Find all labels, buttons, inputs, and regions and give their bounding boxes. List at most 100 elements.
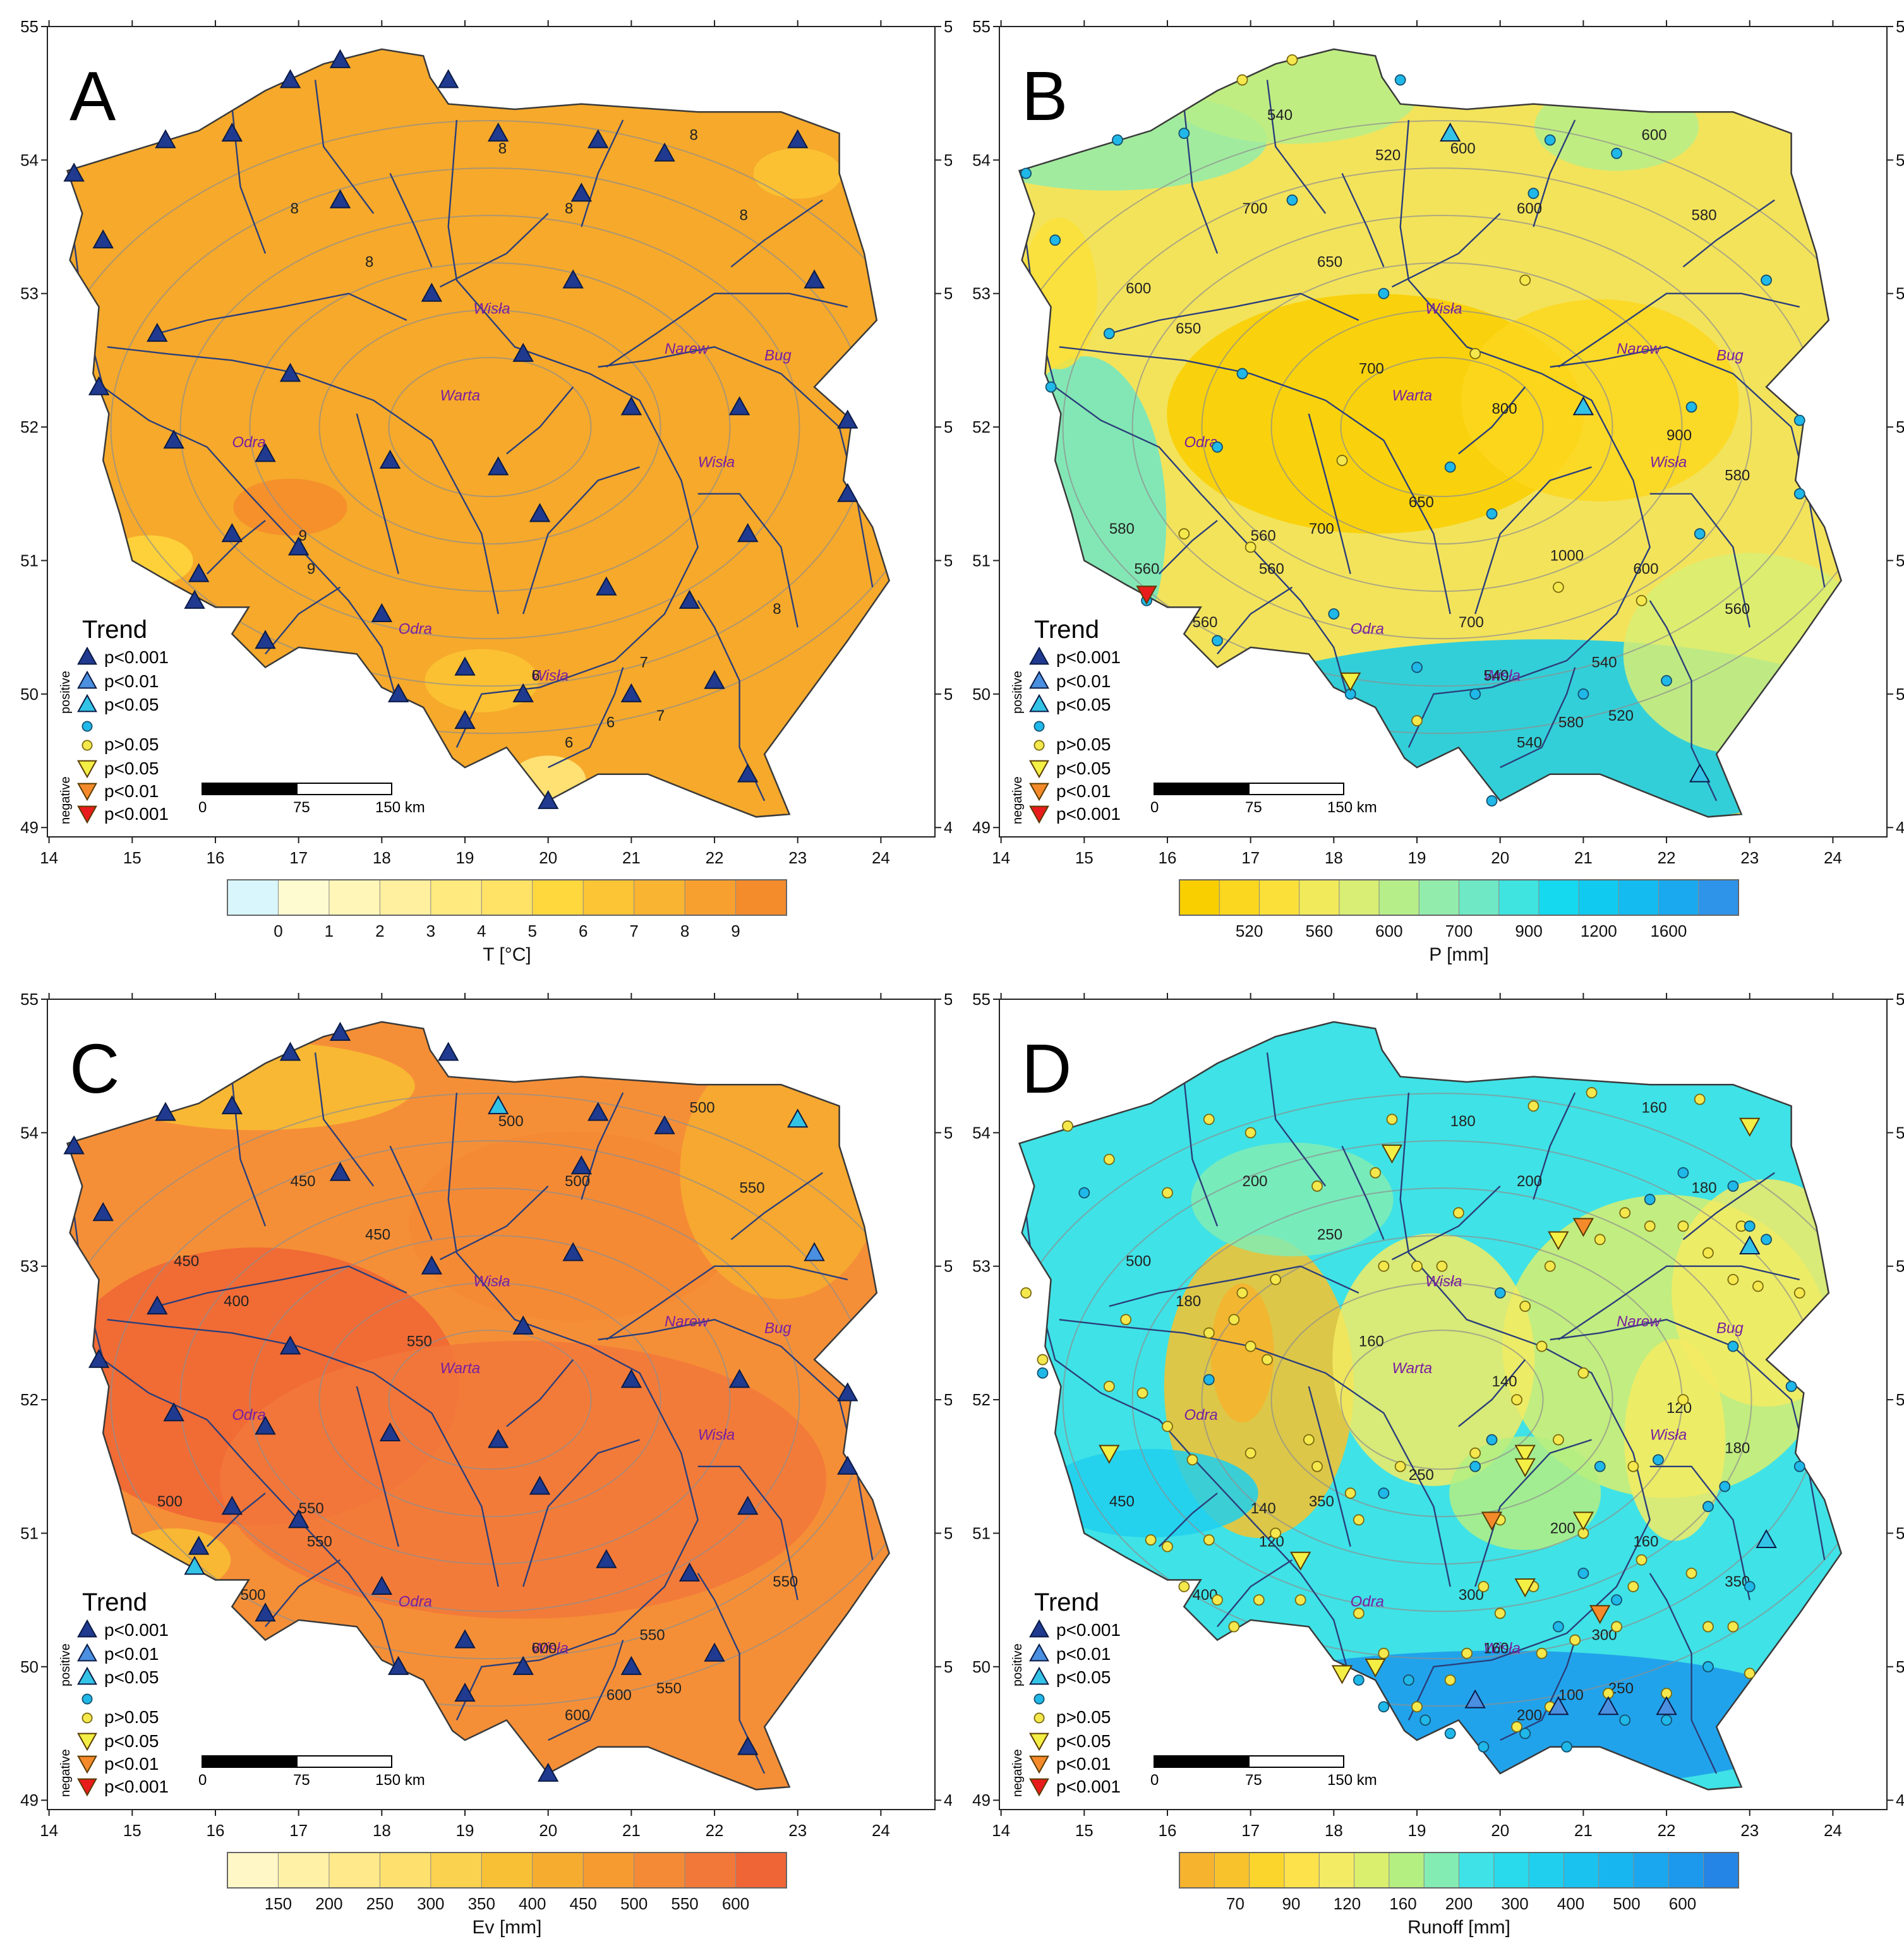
lat-tick-label: 55: [972, 990, 991, 1009]
contour-label: 580: [1725, 467, 1750, 484]
legend-item-label: p<0.001: [104, 647, 169, 667]
colorbar-swatch: [1179, 1852, 1215, 1889]
trend-up-marker: [587, 129, 609, 148]
trend-up-marker: [287, 536, 310, 556]
lat-tick-label: 51: [1896, 1523, 1904, 1542]
station-nonsignificant-positive-marker: [1212, 635, 1223, 647]
river-line: [439, 213, 549, 288]
station-nonsignificant-negative-marker: [1569, 1634, 1581, 1646]
river-label: Bug: [1716, 1319, 1744, 1336]
legend-item-label: p<0.001: [1056, 804, 1121, 824]
station-nonsignificant-negative-marker: [1536, 1340, 1548, 1352]
lat-tick-label: 52: [944, 1390, 952, 1409]
colorbar-swatch: [277, 1852, 330, 1889]
lon-tick-label: 23: [788, 1821, 807, 1840]
station-nonsignificant-negative-marker: [1611, 1621, 1622, 1633]
trend-down-marker: [1029, 1778, 1049, 1797]
lon-tick-label: 17: [1241, 1821, 1260, 1840]
river-line: [1458, 386, 1526, 455]
trend-legend: Trend p<0.001 p<0.01 p<0.05 p>0.05 p<0.05 p<0.…: [59, 1589, 169, 1797]
trend-down-marker: [1481, 1511, 1503, 1531]
trend-up-marker: [421, 282, 443, 302]
river-label: Warta: [1392, 1360, 1433, 1377]
river-line: [1341, 1145, 1385, 1240]
trend-up-marker: [255, 443, 276, 462]
scale-bar-label: 0: [198, 1772, 207, 1789]
trend-up-marker: [255, 1415, 276, 1435]
station-nonsignificant-negative-marker: [1527, 1100, 1539, 1112]
colorbar-label: 160: [1389, 1894, 1416, 1913]
trend-up-marker: [1029, 1666, 1049, 1685]
station-nonsignificant-positive-marker: [1619, 1714, 1631, 1726]
station-nonsignificant-negative-marker: [1511, 1721, 1522, 1733]
trend-up-marker: [1598, 1696, 1619, 1715]
contour-label: 550: [299, 1500, 324, 1517]
trend-up-marker: [387, 683, 409, 702]
station-nonsignificant-positive-marker: [1112, 134, 1123, 146]
trend-up-marker: [279, 1335, 301, 1355]
field-region: [680, 1046, 883, 1299]
lat-tick-label: 52: [20, 417, 39, 436]
station-nonsignificant-negative-marker: [1236, 1287, 1248, 1299]
scale-bar: 0 75 150 km: [198, 783, 425, 816]
trend-up-marker: [512, 683, 534, 702]
contour-label: 180: [1176, 1293, 1201, 1310]
lon-tick-label: 17: [289, 1821, 308, 1840]
trend-legend: Trend p<0.001 p<0.01 p<0.05 p>0.05 p<0.05 p<0.…: [1011, 1589, 1121, 1797]
lat-tick-label: 50: [972, 1657, 991, 1676]
station-nonsignificant-negative-marker: [1253, 1594, 1265, 1606]
station-nonsignificant-negative-marker: [1203, 1114, 1215, 1126]
contour-label: 140: [1492, 1373, 1517, 1390]
river-line: [1391, 1186, 1501, 1261]
colorbar-swatch: [1668, 1852, 1704, 1889]
contour-label: 180: [1450, 1113, 1476, 1130]
contour-label: 600: [1450, 140, 1476, 157]
trend-down-marker: [1514, 1578, 1536, 1598]
station-nonsignificant-positive-marker: [81, 1693, 93, 1705]
station-nonsignificant-negative-marker: [1294, 1594, 1306, 1606]
lat-tick-label: 53: [20, 1257, 39, 1276]
lat-tick-label: 51: [1896, 551, 1904, 570]
field-region: [753, 148, 842, 199]
lon-tick-label: 14: [992, 848, 1010, 867]
station-nonsignificant-negative-marker: [1627, 1581, 1639, 1592]
lat-tick-label: 51: [972, 1523, 991, 1542]
colorbar-swatch: [227, 879, 279, 916]
contour-label: 500: [690, 1100, 715, 1117]
river-line: [1059, 1319, 1451, 1587]
lon-tick-label: 19: [1408, 848, 1426, 867]
trend-up-marker: [587, 1102, 609, 1121]
trend-up-marker: [837, 1455, 859, 1475]
contour-label: 560: [1259, 561, 1284, 578]
station-nonsignificant-positive-marker: [1702, 1501, 1714, 1513]
station-nonsignificant-negative-marker: [1212, 1594, 1223, 1606]
contour-label: 7: [640, 654, 648, 671]
station-nonsignificant-negative-marker: [81, 1712, 93, 1724]
station-nonsignificant-negative-marker: [1336, 455, 1348, 466]
scale-bar-label: 75: [293, 799, 310, 816]
colorbar-swatch: [277, 879, 330, 916]
contour-label: 540: [1267, 107, 1292, 124]
river-line: [1308, 1386, 1351, 1547]
trend-down-marker: [1365, 1658, 1386, 1678]
trend-up-marker: [155, 129, 176, 148]
station-nonsignificant-negative-marker: [1244, 541, 1256, 553]
river-line: [1399, 119, 1651, 748]
trend-up-marker: [379, 449, 401, 469]
station-nonsignificant-negative-marker: [1270, 1527, 1282, 1539]
river-line: [522, 466, 640, 615]
lat-tick-label: 50: [944, 685, 952, 704]
lat-tick-label: 53: [972, 1257, 991, 1276]
field-region: [1210, 1283, 1274, 1423]
contour-label: 700: [1242, 200, 1267, 217]
river-label: Warta: [440, 1360, 481, 1377]
station-nonsignificant-negative-marker: [1162, 1187, 1173, 1199]
river-line: [1458, 1359, 1526, 1427]
river-label: Bug: [764, 347, 792, 364]
lat-tick-label: 51: [944, 551, 952, 570]
lon-tick-label: 22: [1658, 1821, 1676, 1840]
contour-label: 200: [1242, 1173, 1267, 1190]
station-nonsignificant-positive-marker: [1785, 1381, 1797, 1392]
river-line: [548, 667, 624, 769]
contour-label: 650: [1409, 494, 1434, 511]
